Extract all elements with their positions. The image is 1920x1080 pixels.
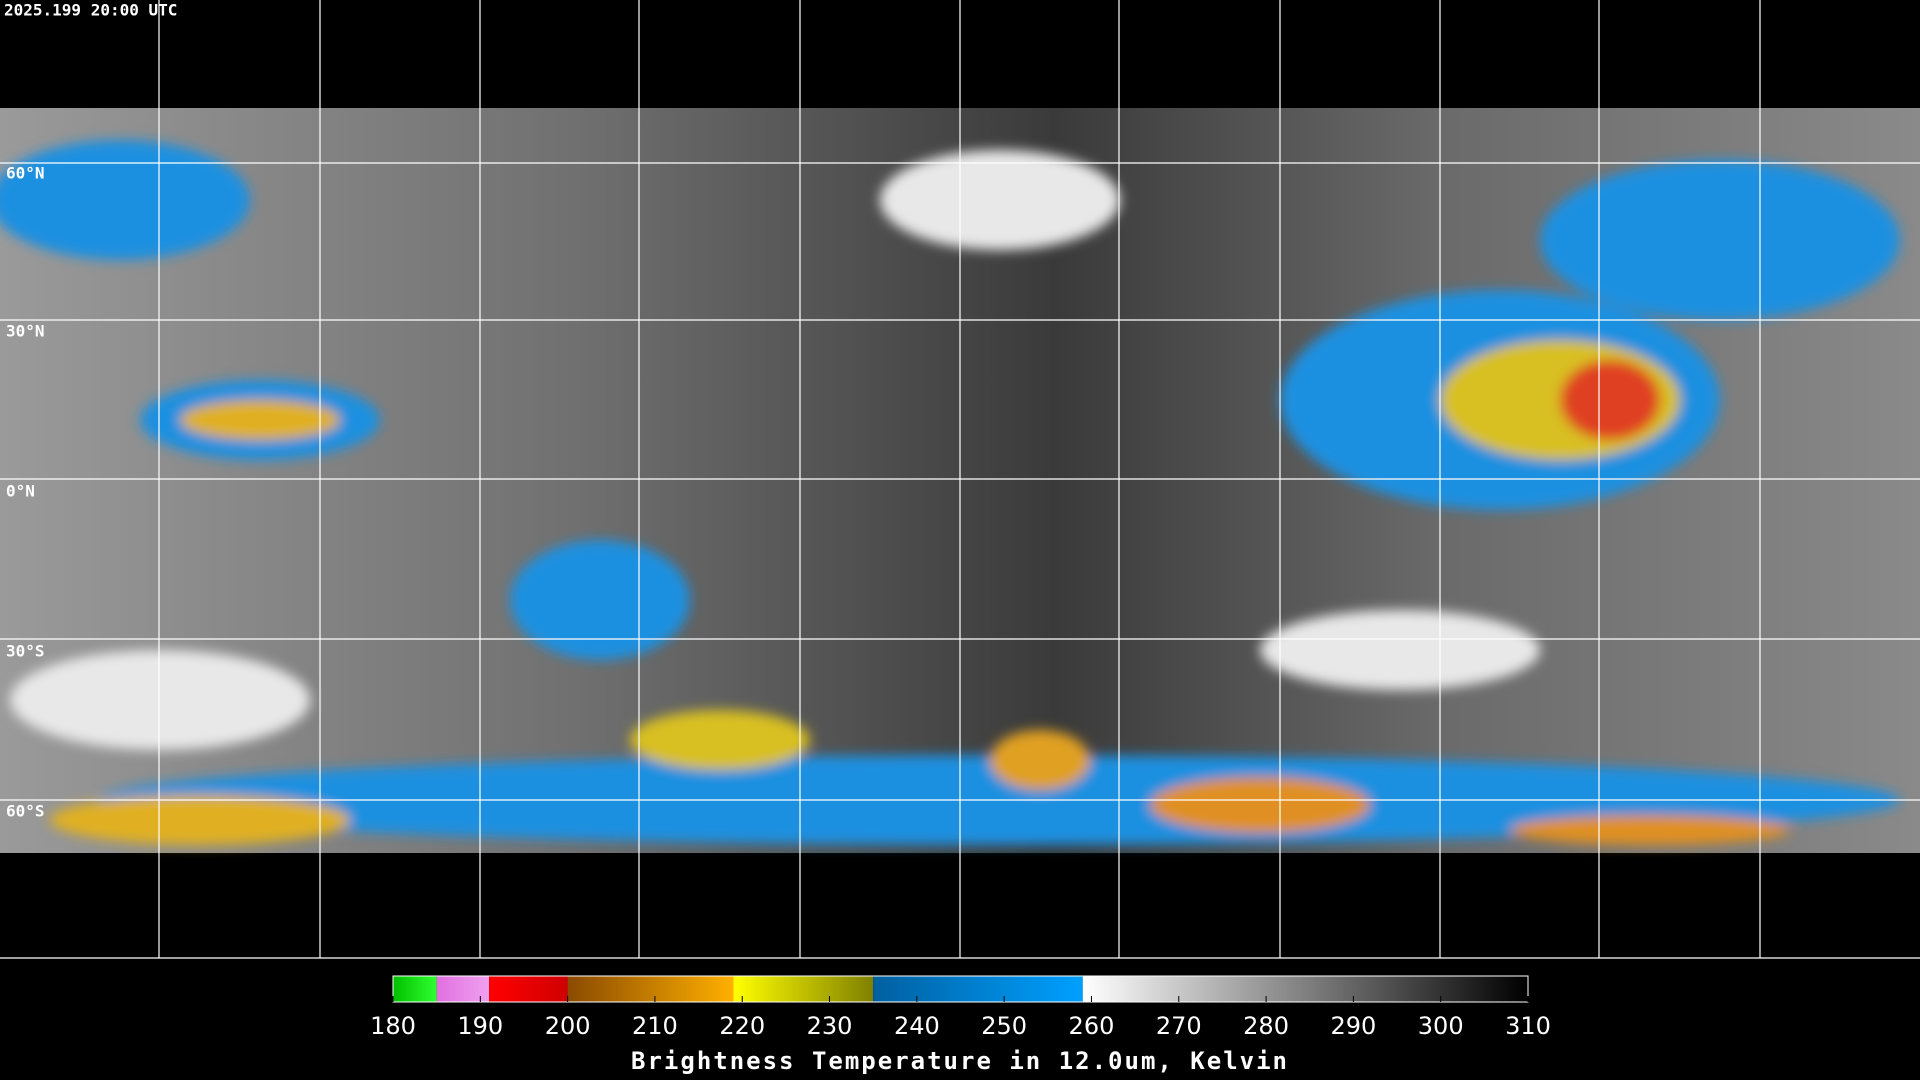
colorbar-tick-label: 270 — [1156, 1012, 1202, 1040]
clouds — [0, 140, 1900, 845]
colorbar-tick-label: 300 — [1418, 1012, 1464, 1040]
timestamp: 2025.199 20:00 UTC — [4, 1, 177, 20]
colorbar-segment — [489, 976, 568, 1002]
colorbar-tick-label: 290 — [1330, 1012, 1376, 1040]
colorbar-tick-label: 220 — [719, 1012, 765, 1040]
colorbar-tick-label: 250 — [981, 1012, 1027, 1040]
colorbar-segment — [873, 976, 1083, 1002]
colorbar-tick-label: 180 — [370, 1012, 416, 1040]
lat-label: 30°N — [6, 322, 45, 341]
colorbar-segment — [733, 976, 874, 1002]
colorbar-title: Brightness Temperature in 12.0um, Kelvin — [631, 1047, 1289, 1075]
colorbar-tick-label: 310 — [1505, 1012, 1551, 1040]
lat-label: 0°N — [6, 482, 35, 501]
colorbar-segment — [1082, 976, 1528, 1002]
colorbar-tick-label: 230 — [807, 1012, 853, 1040]
colorbar-tick-label: 280 — [1243, 1012, 1289, 1040]
colorbar-tick-label: 210 — [632, 1012, 678, 1040]
colorbar-segment — [393, 976, 437, 1002]
colorbar-tick-label: 260 — [1069, 1012, 1115, 1040]
lat-label: 60°S — [6, 802, 45, 821]
colorbar-tick-label: 240 — [894, 1012, 940, 1040]
colorbar-segment — [436, 976, 490, 1002]
colorbar-tick-label: 190 — [457, 1012, 503, 1040]
colorbar-tick-label: 200 — [545, 1012, 591, 1040]
lat-label: 60°N — [6, 164, 45, 183]
colorbar-segment — [567, 976, 734, 1002]
graticule — [0, 0, 1920, 959]
lat-label: 30°S — [6, 642, 45, 661]
colorbar: 180 190 200 210 220 230 240 250 260 270 280 290 300 3… — [370, 975, 1551, 1040]
colorbar-frame — [392, 975, 1529, 1003]
